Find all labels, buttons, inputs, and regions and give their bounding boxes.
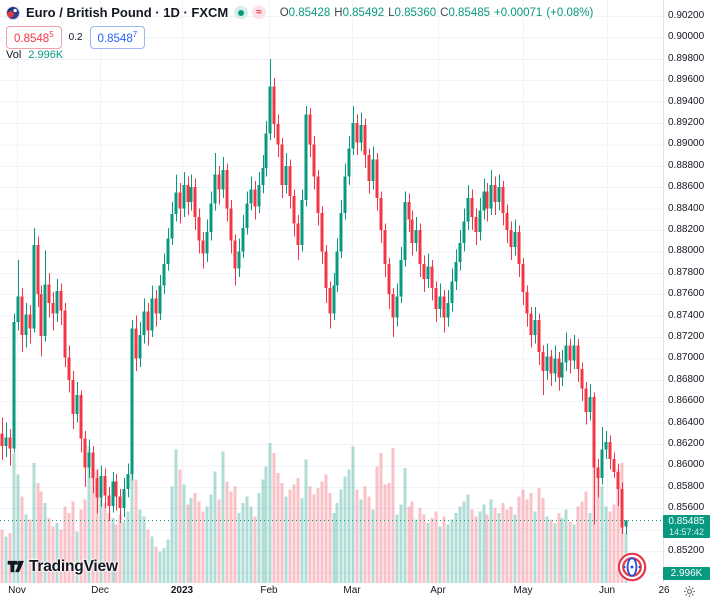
sell-bid-button[interactable]: 0.85485 — [6, 26, 62, 49]
symbol-icon[interactable] — [6, 5, 20, 20]
current-price-value: 0.85485 — [668, 515, 705, 527]
price-tick-label: 0.85800 — [668, 480, 705, 492]
volume-indicator-value: 2.996K — [28, 49, 64, 61]
time-tick-label: Dec — [91, 585, 109, 596]
symbol-title[interactable]: Euro / British Pound · 1D · FXCM — [26, 5, 229, 20]
price-tick-label: 0.87800 — [668, 266, 705, 278]
time-tick-label: May — [513, 585, 533, 596]
price-tick-label: 0.85200 — [668, 545, 705, 556]
exchange-logo-icon — [617, 552, 647, 582]
price-scale[interactable]: 0.90200 0.90000 0.89800 0.89600 0.89400 0.892… — [663, 0, 710, 583]
price-tick-label: 0.89400 — [668, 95, 705, 107]
volume-axis-badge: 2.996K — [663, 567, 710, 580]
price-tick-label: 0.87400 — [668, 309, 705, 321]
price-tick-label: 0.88600 — [668, 181, 705, 193]
market-status-pill[interactable] — [234, 6, 249, 19]
price-tick-label: 0.90200 — [668, 10, 705, 21]
time-tick-label: Feb — [260, 585, 278, 596]
time-tick-label: Mar — [343, 585, 361, 596]
price-tick-label: 0.86400 — [668, 416, 705, 428]
time-tick-label: 2023 — [170, 585, 194, 596]
close-label: C — [440, 6, 449, 19]
low-label: L — [388, 6, 395, 19]
price-tick-label: 0.88800 — [668, 159, 705, 171]
buy-ask-button[interactable]: 0.85487 — [89, 26, 146, 49]
volume-indicator-label[interactable]: Vol — [6, 49, 22, 61]
change-value: +0.00071 — [494, 6, 543, 19]
tradingview-logo-text: TradingView — [29, 557, 118, 575]
price-tick-label: 0.86200 — [668, 438, 705, 449]
current-price-label: 0.85485 14:57:42 — [663, 514, 710, 538]
delayed-data-icon: ≈ — [256, 6, 262, 18]
time-tick-label: 26 — [658, 585, 670, 596]
price-tick-label: 0.86800 — [668, 373, 705, 385]
open-label: O — [279, 6, 289, 19]
close-value: 0.85485 — [448, 6, 491, 19]
price-tick-label: 0.89600 — [668, 74, 705, 86]
price-tick-label: 0.85600 — [668, 502, 705, 514]
price-tick-label: 0.87200 — [668, 331, 705, 342]
change-percent: (+0.08%) — [546, 6, 594, 19]
price-tick-label: 0.89800 — [668, 52, 705, 64]
price-tick-label: 0.86000 — [668, 459, 705, 471]
high-label: H — [334, 6, 343, 19]
high-value: 0.85492 — [342, 6, 385, 19]
time-scale[interactable]: Nov Dec 2023 Feb Mar Apr May Jun 26 — [0, 583, 710, 600]
price-tick-label: 0.89000 — [668, 138, 705, 150]
delayed-data-pill[interactable]: ≈ — [252, 6, 266, 19]
price-tick-label: 0.90000 — [668, 31, 705, 43]
open-value: 0.85428 — [288, 6, 331, 19]
price-tick-label: 0.86600 — [668, 395, 705, 407]
price-tick-label: 0.88000 — [668, 245, 705, 257]
price-tick-label: 0.88400 — [668, 202, 705, 214]
price-tick-label: 0.87600 — [668, 288, 705, 300]
time-tick-label: Nov — [8, 585, 26, 596]
spread-value: 0.2 — [68, 31, 83, 43]
tradingview-logo[interactable]: TradingView — [6, 557, 118, 576]
price-tick-label: 0.87000 — [668, 352, 705, 364]
market-open-dot-icon — [238, 9, 245, 16]
low-value: 0.85360 — [394, 6, 437, 19]
time-tick-label: Jun — [598, 585, 616, 596]
bar-countdown: 14:57:42 — [668, 526, 705, 537]
ohlc-readout: O0.85428 H0.85492 L0.85360 C0.85485 +0.0… — [280, 7, 594, 19]
price-tick-label: 0.89200 — [668, 117, 705, 128]
time-tick-label: Apr — [430, 585, 446, 596]
settings-gear-icon[interactable] — [683, 585, 696, 598]
tradingview-logo-icon — [7, 560, 24, 573]
price-tick-label: 0.88200 — [668, 224, 705, 235]
